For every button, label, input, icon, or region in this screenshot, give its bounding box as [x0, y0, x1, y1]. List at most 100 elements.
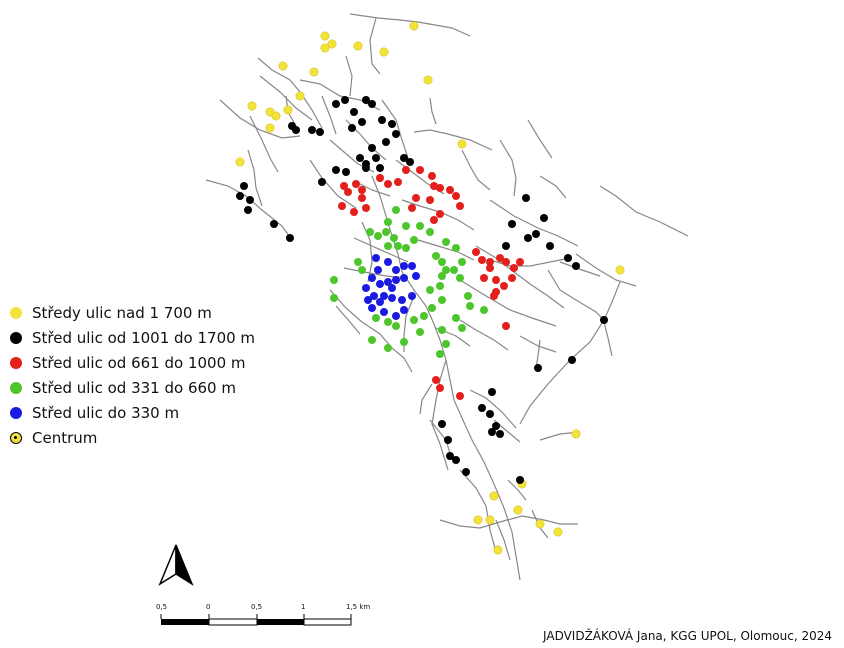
black-street-center-dot	[486, 410, 494, 418]
green-street-center-dot	[392, 206, 400, 214]
green-street-center-dot	[382, 228, 390, 236]
yellow-street-center-dot	[489, 491, 499, 501]
yellow-street-center-dot	[295, 91, 305, 101]
green-street-center-dot	[416, 328, 424, 336]
blue-street-center-dot	[384, 278, 392, 286]
black-street-center-dot	[572, 262, 580, 270]
black-street-center-dot	[564, 254, 572, 262]
road-segment	[259, 75, 313, 121]
green-street-center-dot	[436, 350, 444, 358]
road-segment	[431, 359, 449, 471]
black-street-center-dot	[332, 100, 340, 108]
road-segment	[205, 179, 293, 241]
road-segment	[345, 55, 353, 97]
blue-street-center-dot	[384, 258, 392, 266]
road-segment	[459, 279, 557, 327]
green-street-center-dot	[354, 258, 362, 266]
north-arrow-icon	[158, 544, 194, 586]
red-street-center-dot	[446, 186, 454, 194]
red-street-center-dot	[430, 216, 438, 224]
street-centers-under-330m	[362, 254, 420, 320]
red-street-center-dot	[480, 274, 488, 282]
black-street-center-dot	[308, 126, 316, 134]
black-street-center-dot	[240, 182, 248, 190]
black-street-center-dot	[400, 154, 408, 162]
red-street-center-dot	[492, 276, 500, 284]
blue-street-center-dot	[412, 272, 420, 280]
red-street-center-dot	[496, 254, 504, 262]
black-street-center-dot	[270, 220, 278, 228]
green-street-center-dot	[452, 244, 460, 252]
black-street-center-dot	[376, 164, 384, 172]
street-centers-661-1000m	[338, 166, 524, 400]
legend-label: Střed ulic od 661 do 1000 m	[32, 353, 246, 372]
road-segment	[335, 305, 361, 335]
road-segment	[519, 335, 557, 353]
legend-item-centrum: Centrum	[10, 425, 255, 450]
road-segment	[413, 129, 493, 151]
black-street-center-dot	[362, 164, 370, 172]
black-street-center-dot	[350, 108, 358, 116]
green-dot-icon	[10, 381, 22, 394]
centrum-icon	[10, 431, 22, 444]
street-network	[205, 13, 689, 581]
black-street-center-dot	[372, 154, 380, 162]
green-street-center-dot	[450, 266, 458, 274]
red-street-center-dot	[486, 258, 494, 266]
green-street-center-dot	[330, 276, 338, 284]
black-street-center-dot	[492, 422, 500, 430]
yellow-street-center-dot	[309, 67, 319, 77]
road-segment	[535, 339, 541, 369]
green-street-center-dot	[442, 266, 450, 274]
yellow-street-center-dot	[423, 75, 433, 85]
red-street-center-dot	[452, 192, 460, 200]
legend-label: Centrum	[32, 428, 98, 447]
blue-street-center-dot	[376, 298, 384, 306]
red-street-center-dot	[456, 202, 464, 210]
green-street-center-dot	[384, 218, 392, 226]
street-centers-331-660m	[330, 206, 488, 358]
yellow-street-center-dot	[409, 21, 419, 31]
road-segment	[603, 321, 613, 357]
road-segment	[401, 271, 455, 401]
yellow-street-center-dot	[615, 265, 625, 275]
road-segment	[417, 239, 475, 261]
red-street-center-dot	[350, 208, 358, 216]
red-street-center-dot	[436, 184, 444, 192]
black-street-center-dot	[540, 214, 548, 222]
road-segment	[349, 13, 471, 37]
road-segment	[599, 185, 689, 237]
blue-street-center-dot	[392, 276, 400, 284]
green-street-center-dot	[394, 242, 402, 250]
green-street-center-dot	[442, 340, 450, 348]
yellow-street-center-dot	[379, 47, 389, 57]
black-street-center-dot	[332, 166, 340, 174]
scale-label: 1	[301, 603, 306, 611]
red-street-center-dot	[416, 166, 424, 174]
yellow-street-center-dot	[320, 43, 330, 53]
red-street-center-dot	[384, 180, 392, 188]
black-street-center-dot	[348, 124, 356, 132]
scale-label: 0,5	[156, 603, 168, 611]
green-street-center-dot	[368, 336, 376, 344]
blue-street-center-dot	[380, 308, 388, 316]
black-street-center-dot	[534, 364, 542, 372]
red-street-center-dot	[338, 202, 346, 210]
green-street-center-dot	[420, 312, 428, 320]
green-street-center-dot	[458, 258, 466, 266]
black-street-center-dot	[488, 428, 496, 436]
blue-street-center-dot	[374, 266, 382, 274]
blue-street-center-dot	[364, 296, 372, 304]
blue-street-center-dot	[372, 254, 380, 262]
black-street-center-dot	[244, 206, 252, 214]
blue-street-center-dot	[398, 296, 406, 304]
black-street-center-dot	[488, 388, 496, 396]
black-street-center-dot	[392, 130, 400, 138]
green-street-center-dot	[384, 318, 392, 326]
road-segment	[527, 119, 553, 159]
road-segment	[309, 159, 357, 209]
red-street-center-dot	[486, 264, 494, 272]
green-street-center-dot	[428, 304, 436, 312]
yellow-street-center-dot	[571, 429, 581, 439]
